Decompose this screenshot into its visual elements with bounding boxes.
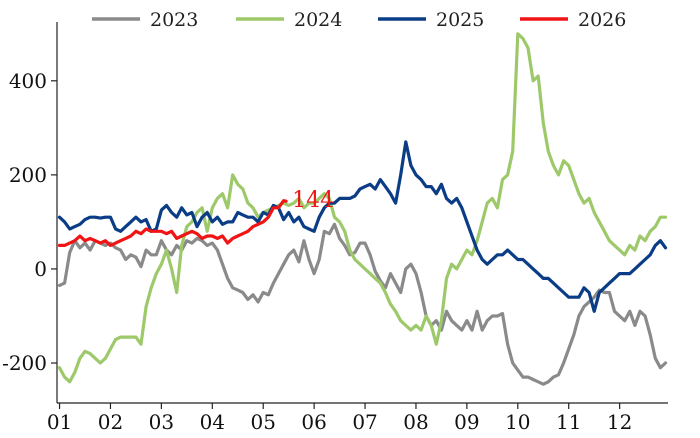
y-tick-label: 0 — [34, 257, 47, 281]
x-tick-label: 10 — [505, 410, 530, 434]
x-tick-label: 02 — [98, 410, 123, 434]
x-tick-label: 11 — [556, 410, 581, 434]
y-tick-label: 400 — [9, 69, 47, 93]
x-tick-label: 06 — [301, 410, 326, 434]
chart-series — [57, 32, 668, 386]
series-line-2026 — [57, 199, 288, 247]
end-value-label: 144 — [292, 188, 334, 213]
legend-label-2024: 2024 — [294, 9, 342, 31]
y-ticks: -200 0 200 400 — [2, 69, 57, 375]
x-tick-label: 12 — [607, 410, 632, 434]
x-tick-label: 01 — [47, 410, 72, 434]
x-tick-label: 05 — [250, 410, 275, 434]
series-line-2024 — [57, 32, 668, 384]
legend-label-2026: 2026 — [578, 9, 626, 31]
legend-label-2025: 2025 — [436, 9, 484, 31]
y-tick-label: -200 — [2, 351, 47, 375]
y-tick-label: 200 — [9, 163, 47, 187]
x-tick-label: 08 — [403, 410, 428, 434]
x-tick-label: 03 — [149, 410, 174, 434]
chart-annotations: 144 — [292, 188, 334, 213]
x-tick-label: 07 — [352, 410, 377, 434]
x-ticks: 01 02 03 04 05 06 07 08 09 10 11 12 — [47, 403, 632, 434]
x-tick-label: 09 — [454, 410, 479, 434]
series-line-2025 — [57, 140, 668, 313]
chart-legend: 2023 2024 2025 2026 — [92, 9, 626, 31]
legend-label-2023: 2023 — [150, 9, 198, 31]
chart-axes — [56, 22, 668, 404]
series-line-2023 — [57, 222, 668, 386]
x-tick-label: 04 — [200, 410, 225, 434]
